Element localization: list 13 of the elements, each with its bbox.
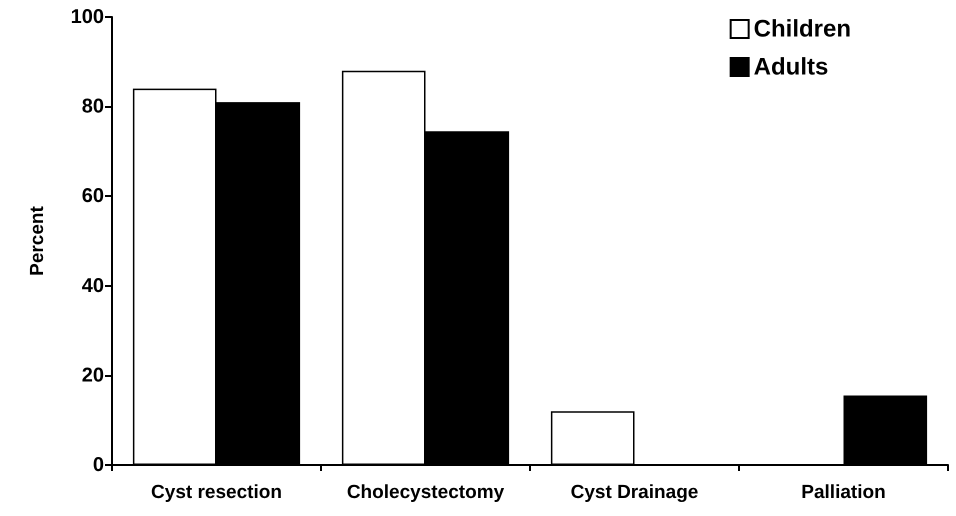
x-tick-label: Cholecystectomy [346,482,505,503]
legend-label: Children [754,16,852,42]
x-tick-label: Palliation [801,482,886,503]
y-tick-label: 60 [82,185,104,208]
y-tick-label: 80 [82,96,104,118]
y-tick-label: 20 [82,364,104,386]
x-tick-label: Cyst Drainage [570,482,698,503]
y-tick-label: 40 [82,274,104,297]
y-axis-title: Percent [27,205,48,276]
legend-label: Adults [754,54,828,80]
y-tick-label: 100 [70,6,104,28]
x-tick-label: Cyst resection [151,482,282,503]
y-tick-label: 0 [92,454,104,476]
